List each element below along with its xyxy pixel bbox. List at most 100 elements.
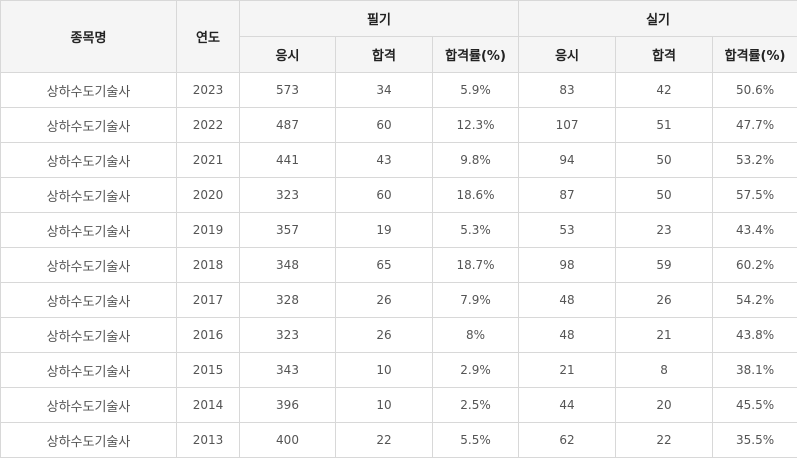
cell-practical-rate: 50.6%: [712, 72, 797, 108]
cell-practical-applicants: 83: [518, 72, 617, 108]
cell-practical-applicants: 48: [518, 317, 617, 353]
cell-written-applicants: 400: [239, 422, 336, 458]
cell-practical-rate: 53.2%: [712, 142, 797, 178]
cell-written-passed: 34: [335, 72, 433, 108]
table-row: 상하수도기술사 2015 343 10 2.9% 21 8 38.1%: [0, 352, 797, 388]
table-row: 상하수도기술사 2018 348 65 18.7% 98 59 60.2%: [0, 247, 797, 283]
cell-name: 상하수도기술사: [0, 142, 177, 178]
cell-practical-passed: 50: [615, 177, 714, 213]
cell-practical-passed: 26: [615, 282, 714, 318]
cell-written-passed: 19: [335, 212, 433, 248]
cell-practical-applicants: 94: [518, 142, 617, 178]
cell-written-applicants: 343: [239, 352, 336, 388]
cell-written-rate: 2.5%: [431, 387, 520, 423]
header-written-applicants: 응시: [239, 36, 336, 73]
cell-written-applicants: 348: [239, 247, 336, 283]
cell-name: 상하수도기술사: [0, 72, 177, 108]
cell-written-applicants: 487: [239, 107, 336, 143]
cell-written-rate: 12.3%: [431, 107, 520, 143]
cell-year: 2019: [176, 212, 240, 248]
cell-practical-rate: 54.2%: [712, 282, 797, 318]
header-written: 필기: [238, 0, 520, 37]
cell-written-passed: 43: [335, 142, 433, 178]
cell-year: 2020: [176, 177, 240, 213]
cell-written-passed: 26: [335, 282, 433, 318]
cell-written-rate: 2.9%: [431, 352, 520, 388]
header-practical-rate: 합격률(%): [712, 36, 797, 73]
cell-practical-applicants: 53: [518, 212, 617, 248]
cell-written-passed: 10: [335, 387, 433, 423]
cell-written-passed: 10: [335, 352, 433, 388]
cell-year: 2015: [176, 352, 240, 388]
cell-practical-rate: 38.1%: [712, 352, 797, 388]
cell-written-passed: 60: [335, 177, 433, 213]
cell-practical-rate: 35.5%: [712, 422, 797, 458]
cell-name: 상하수도기술사: [0, 247, 177, 283]
table-row: 상하수도기술사 2013 400 22 5.5% 62 22 35.5%: [0, 422, 797, 458]
cell-written-applicants: 357: [239, 212, 336, 248]
cell-written-rate: 18.6%: [431, 177, 520, 213]
cell-name: 상하수도기술사: [0, 387, 177, 423]
cell-practical-passed: 50: [615, 142, 714, 178]
header-written-passed: 합격: [335, 36, 433, 73]
cell-name: 상하수도기술사: [0, 352, 177, 388]
cell-year: 2018: [176, 247, 240, 283]
cell-written-rate: 5.5%: [431, 422, 520, 458]
cell-year: 2014: [176, 387, 240, 423]
cell-practical-rate: 43.4%: [712, 212, 797, 248]
header-name: 종목명: [0, 0, 177, 73]
cell-name: 상하수도기술사: [0, 177, 177, 213]
header-written-rate: 합격률(%): [431, 36, 520, 73]
cell-practical-rate: 47.7%: [712, 107, 797, 143]
header-row-sub: 응시 합격 합격률(%) 응시 합격 합격률(%): [1, 36, 797, 73]
cell-written-rate: 5.3%: [431, 212, 520, 248]
header-row-top: 종목명 연도 필기 실기: [0, 0, 797, 73]
cell-written-applicants: 396: [239, 387, 336, 423]
cell-practical-passed: 21: [615, 317, 714, 353]
cell-practical-passed: 23: [615, 212, 714, 248]
cell-year: 2013: [176, 422, 240, 458]
header-practical: 실기: [518, 0, 797, 37]
cell-name: 상하수도기술사: [0, 282, 177, 318]
table-row: 상하수도기술사 2020 323 60 18.6% 87 50 57.5%: [0, 177, 797, 213]
cell-practical-passed: 42: [615, 72, 714, 108]
cell-practical-rate: 43.8%: [712, 317, 797, 353]
cell-practical-applicants: 21: [518, 352, 617, 388]
cell-practical-rate: 45.5%: [712, 387, 797, 423]
cell-year: 2017: [176, 282, 240, 318]
cell-written-passed: 65: [335, 247, 433, 283]
table-row: 상하수도기술사 2016 323 26 8% 48 21 43.8%: [0, 317, 797, 353]
cell-practical-passed: 22: [615, 422, 714, 458]
cell-name: 상하수도기술사: [0, 107, 177, 143]
cell-name: 상하수도기술사: [0, 422, 177, 458]
cell-written-rate: 18.7%: [431, 247, 520, 283]
header-practical-applicants: 응시: [518, 36, 617, 73]
cell-written-applicants: 441: [239, 142, 336, 178]
table-row: 상하수도기술사 2023 573 34 5.9% 83 42 50.6%: [0, 72, 797, 108]
table-row: 상하수도기술사 2019 357 19 5.3% 53 23 43.4%: [0, 212, 797, 248]
cell-practical-applicants: 48: [518, 282, 617, 318]
cell-year: 2023: [176, 72, 240, 108]
cell-written-rate: 5.9%: [431, 72, 520, 108]
table-row: 상하수도기술사 2022 487 60 12.3% 107 51 47.7%: [0, 107, 797, 143]
table-body: 상하수도기술사 2023 573 34 5.9% 83 42 50.6% 상하수도기술사 2022…: [0, 72, 797, 458]
cell-written-passed: 60: [335, 107, 433, 143]
cell-year: 2021: [176, 142, 240, 178]
cell-practical-passed: 51: [615, 107, 714, 143]
cell-practical-passed: 59: [615, 247, 714, 283]
cell-written-rate: 8%: [431, 317, 520, 353]
cell-practical-applicants: 107: [518, 107, 617, 143]
header-practical-passed: 합격: [615, 36, 714, 73]
header-year: 연도: [176, 0, 240, 73]
cell-practical-applicants: 44: [518, 387, 617, 423]
table-row: 상하수도기술사 2021 441 43 9.8% 94 50 53.2%: [0, 142, 797, 178]
table-row: 상하수도기술사 2017 328 26 7.9% 48 26 54.2%: [0, 282, 797, 318]
cell-written-passed: 22: [335, 422, 433, 458]
cell-year: 2022: [176, 107, 240, 143]
cell-practical-passed: 20: [615, 387, 714, 423]
cell-written-applicants: 323: [239, 177, 336, 213]
cell-written-applicants: 573: [239, 72, 336, 108]
cell-practical-rate: 60.2%: [712, 247, 797, 283]
cell-written-applicants: 323: [239, 317, 336, 353]
